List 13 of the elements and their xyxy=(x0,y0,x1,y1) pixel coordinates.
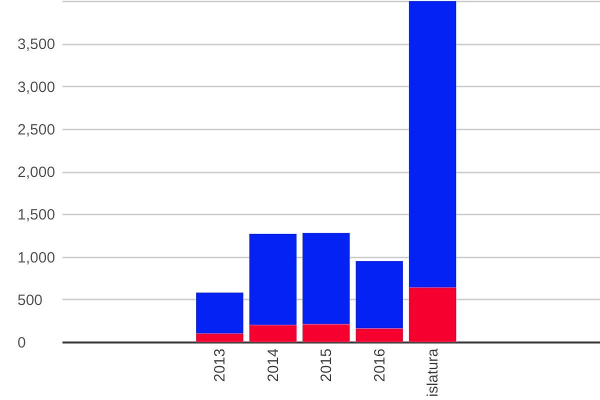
y-tick-label: 3,500 xyxy=(18,36,56,54)
y-tick-label: 500 xyxy=(18,292,43,309)
x-tick-label: islatura xyxy=(424,348,442,397)
x-tick-label: 2013 xyxy=(212,348,229,382)
y-tick-label: 2,500 xyxy=(18,121,56,138)
y-tick-label: 2,000 xyxy=(18,164,56,181)
y-tick-label: 1,000 xyxy=(18,249,56,266)
y-tick-label: 1,500 xyxy=(18,206,56,224)
y-tick-label: 0 xyxy=(18,334,26,352)
y-tick-label: 3,000 xyxy=(18,78,56,96)
x-tick-label: 2015 xyxy=(318,348,336,382)
x-tick-label: 2014 xyxy=(264,348,282,382)
x-tick-label: 2016 xyxy=(371,348,388,382)
